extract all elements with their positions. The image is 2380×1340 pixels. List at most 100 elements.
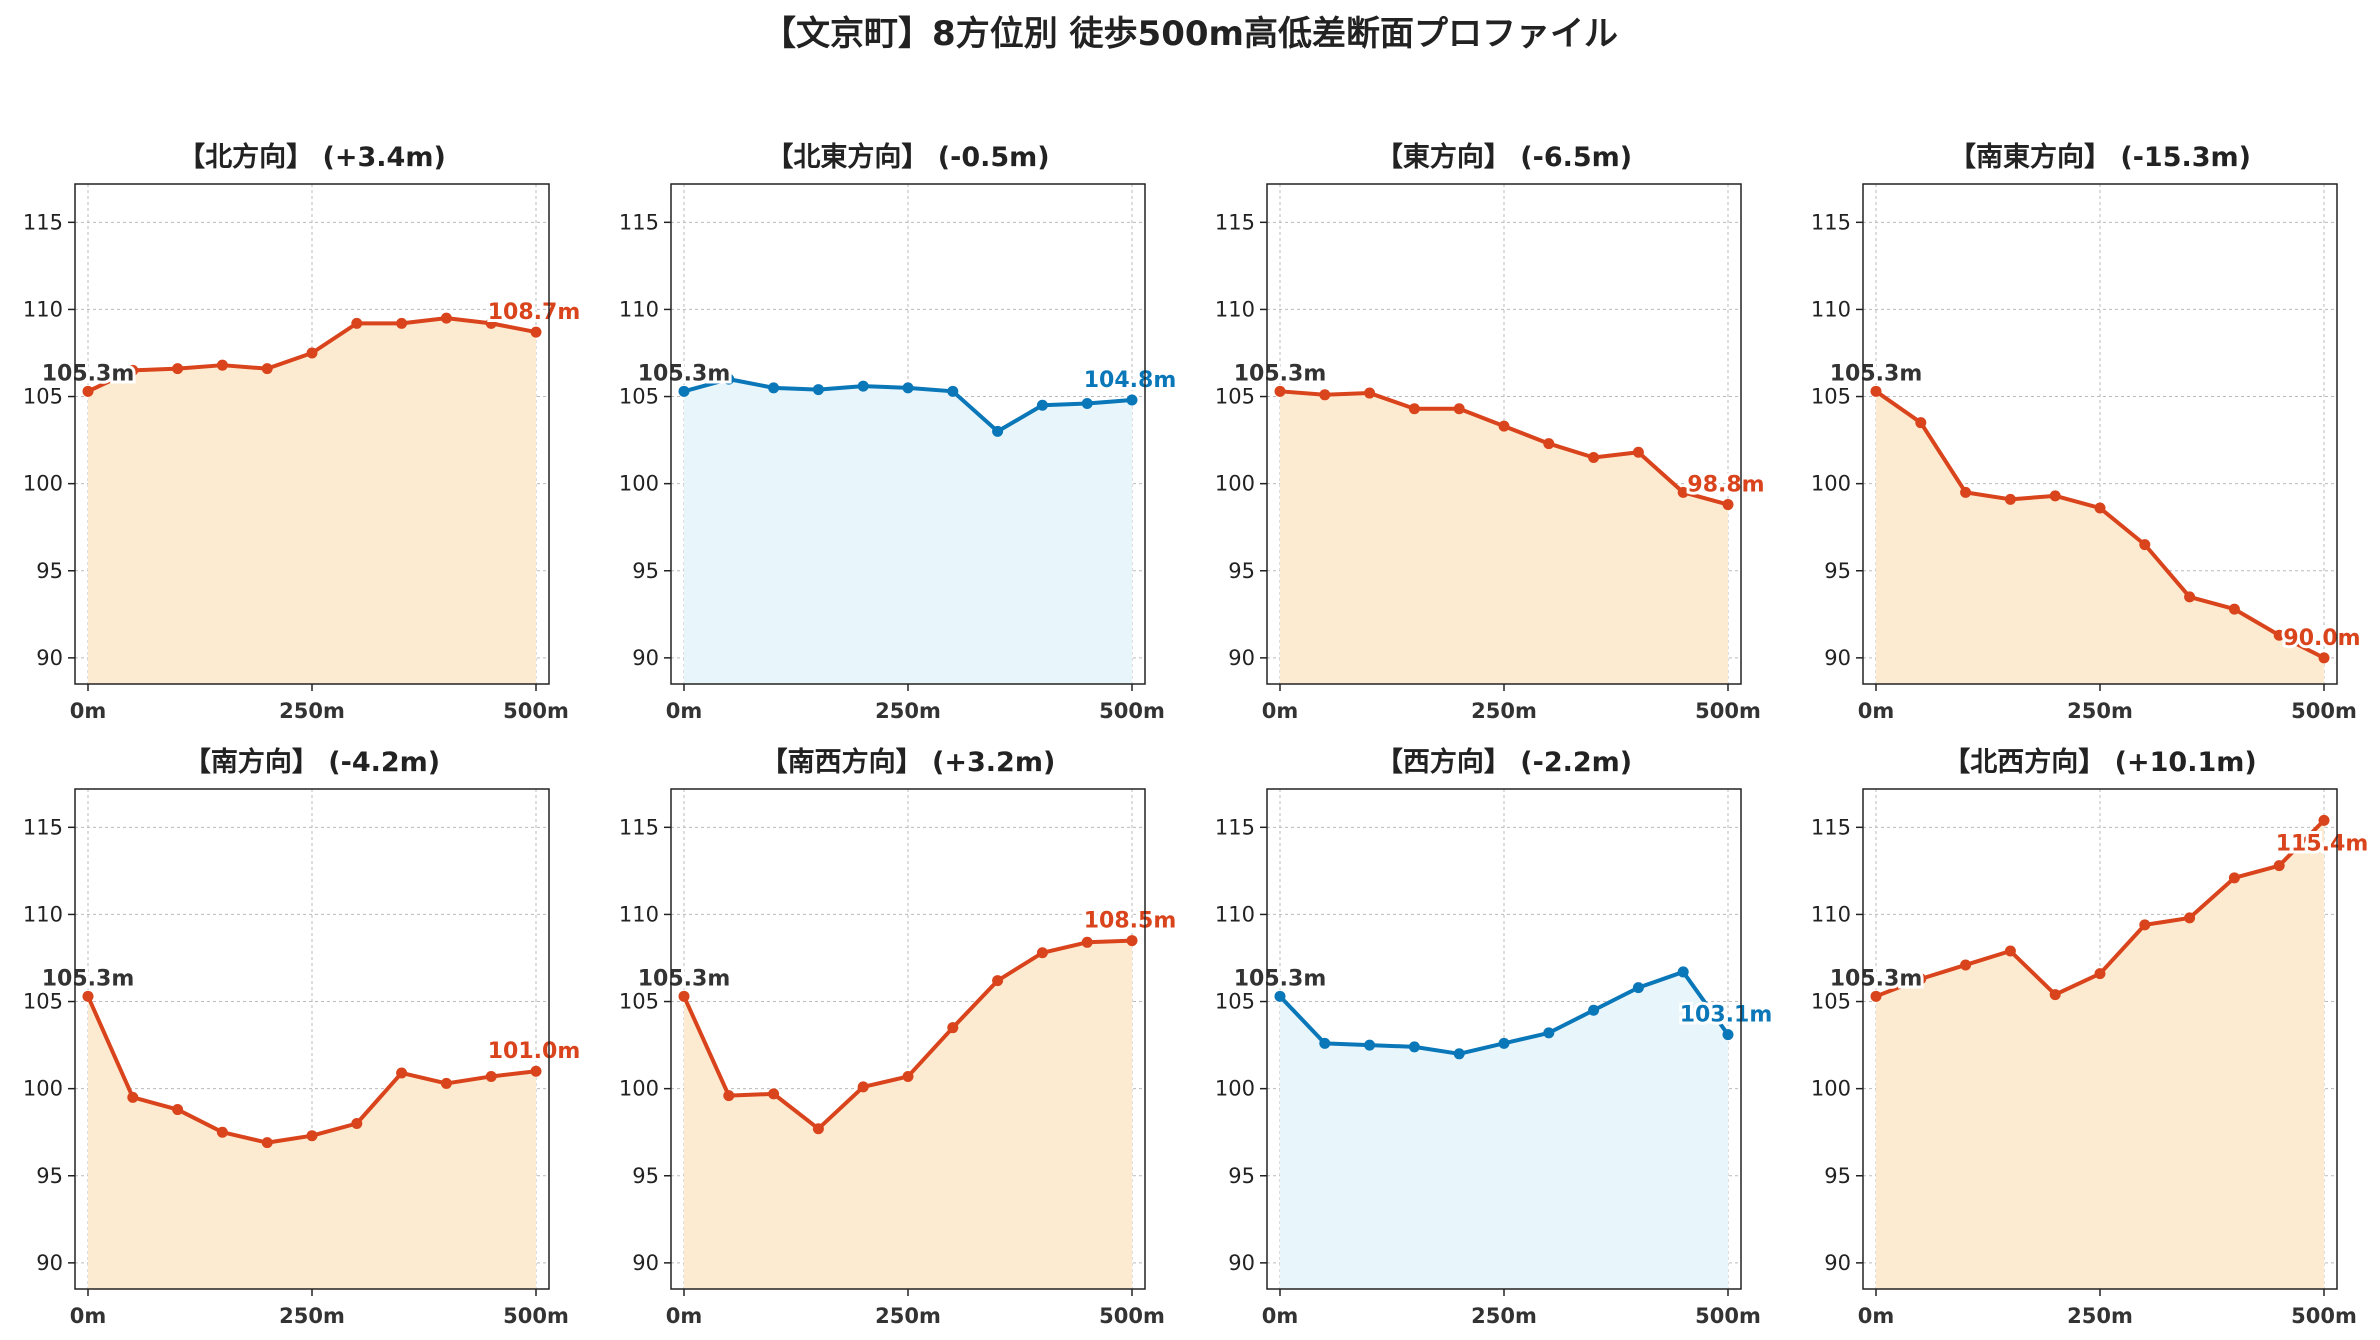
x-tick-label: 250m bbox=[1471, 699, 1537, 723]
data-point bbox=[947, 385, 959, 397]
start-elevation-label: 105.3m bbox=[1234, 361, 1327, 386]
data-point bbox=[2273, 860, 2285, 872]
data-point bbox=[530, 326, 542, 338]
chart-panel: 【北方向】 (+3.4m) 90 95 100 105 110 115 0m 250m 500m 1… bbox=[23, 141, 583, 723]
data-point bbox=[1274, 990, 1286, 1002]
x-tick-label: 250m bbox=[2067, 699, 2133, 723]
elevation-area bbox=[684, 940, 1132, 1289]
y-tick-label: 110 bbox=[23, 902, 63, 926]
data-point bbox=[1364, 1039, 1376, 1051]
y-tick-label: 95 bbox=[1824, 1164, 1851, 1188]
elevation-area bbox=[1280, 391, 1728, 684]
data-point bbox=[306, 1130, 318, 1142]
chart-panel: 【北西方向】 (+10.1m) 90 95 100 105 110 115 0m 250m 500… bbox=[1811, 746, 2371, 1328]
plot-frame bbox=[74, 788, 550, 1290]
data-point bbox=[678, 990, 690, 1002]
y-tick-label: 90 bbox=[632, 646, 659, 670]
chart-panel: 【南方向】 (-4.2m) 90 95 100 105 110 115 0m 250m 500m 1… bbox=[23, 746, 583, 1328]
y-tick-label: 100 bbox=[1215, 1077, 1255, 1101]
data-point bbox=[2184, 912, 2196, 924]
data-point bbox=[1036, 947, 1048, 959]
end-elevation-label: 108.5m bbox=[1084, 909, 1177, 934]
x-tick-label: 0m bbox=[70, 1304, 107, 1328]
chart-title: 【東方向】 (-6.5m) bbox=[1376, 141, 1632, 173]
data-point bbox=[440, 1077, 452, 1089]
chart-panel: 【東方向】 (-6.5m) 90 95 100 105 110 115 0m 250m 500m 1… bbox=[1215, 141, 1768, 723]
elevation-area bbox=[1876, 391, 2324, 684]
y-tick-label: 90 bbox=[1824, 1251, 1851, 1275]
y-tick-label: 100 bbox=[1811, 472, 1851, 496]
y-tick-label: 90 bbox=[632, 1251, 659, 1275]
data-point bbox=[396, 317, 408, 329]
x-tick-label: 500m bbox=[1099, 699, 1165, 723]
y-tick-label: 105 bbox=[1215, 385, 1255, 409]
data-point bbox=[1498, 1037, 1510, 1049]
end-elevation-label: 103.1m bbox=[1680, 1003, 1773, 1028]
y-tick-label: 95 bbox=[1228, 1164, 1255, 1188]
data-point bbox=[1408, 1041, 1420, 1053]
y-tick-label: 105 bbox=[619, 990, 659, 1014]
data-point bbox=[857, 380, 869, 392]
plot-frame bbox=[1266, 183, 1742, 685]
plot-frame bbox=[1266, 788, 1742, 1290]
y-tick-label: 90 bbox=[36, 646, 63, 670]
y-tick-label: 115 bbox=[1811, 210, 1851, 234]
data-point bbox=[485, 317, 497, 329]
y-tick-label: 90 bbox=[1228, 1251, 1255, 1275]
y-tick-label: 115 bbox=[1215, 815, 1255, 839]
y-tick-label: 115 bbox=[1811, 815, 1851, 839]
data-point bbox=[82, 990, 94, 1002]
x-tick-label: 0m bbox=[1262, 1304, 1299, 1328]
y-tick-label: 115 bbox=[1215, 210, 1255, 234]
data-point bbox=[1588, 452, 1600, 464]
start-elevation-label: 105.3m bbox=[638, 966, 731, 991]
data-point bbox=[812, 384, 824, 396]
data-point bbox=[1126, 935, 1138, 947]
data-point bbox=[1632, 982, 1644, 994]
plot-frame bbox=[74, 183, 550, 685]
data-point bbox=[2049, 989, 2061, 1001]
data-point bbox=[530, 1065, 542, 1077]
data-point bbox=[2228, 872, 2240, 884]
y-tick-label: 105 bbox=[1215, 990, 1255, 1014]
data-point bbox=[1632, 446, 1644, 458]
y-tick-label: 100 bbox=[619, 1077, 659, 1101]
data-point bbox=[440, 312, 452, 324]
x-tick-label: 250m bbox=[279, 699, 345, 723]
data-point bbox=[1453, 403, 1465, 415]
data-point bbox=[1364, 387, 1376, 399]
start-elevation-label: 105.3m bbox=[1830, 966, 1923, 991]
data-point bbox=[1915, 973, 1927, 985]
chart-panel: 【南東方向】 (-15.3m) 90 95 100 105 110 115 0m 250m 500… bbox=[1811, 141, 2364, 723]
y-tick-label: 95 bbox=[1228, 559, 1255, 583]
data-point bbox=[1870, 990, 1882, 1002]
data-point bbox=[306, 347, 318, 359]
data-point bbox=[1543, 438, 1555, 450]
data-point bbox=[2004, 493, 2016, 505]
data-point bbox=[1036, 399, 1048, 411]
data-point bbox=[351, 1117, 363, 1129]
data-point bbox=[992, 425, 1004, 437]
y-tick-label: 90 bbox=[1228, 646, 1255, 670]
y-tick-label: 105 bbox=[23, 385, 63, 409]
page-title: 【文京町】8方位別 徒歩500m高低差断面プロファイル bbox=[762, 14, 1618, 54]
data-point bbox=[1274, 385, 1286, 397]
data-point bbox=[1543, 1027, 1555, 1039]
y-tick-label: 110 bbox=[1811, 297, 1851, 321]
x-tick-label: 0m bbox=[666, 699, 703, 723]
data-point bbox=[172, 1104, 184, 1116]
data-point bbox=[1960, 959, 1972, 971]
y-tick-label: 100 bbox=[619, 472, 659, 496]
elevation-area bbox=[684, 379, 1132, 684]
y-tick-label: 95 bbox=[632, 559, 659, 583]
data-point bbox=[857, 1081, 869, 1093]
y-tick-label: 110 bbox=[1215, 297, 1255, 321]
data-point bbox=[2139, 919, 2151, 931]
y-tick-label: 110 bbox=[619, 902, 659, 926]
chart-title: 【北西方向】 (+10.1m) bbox=[1943, 746, 2256, 778]
data-point bbox=[216, 359, 228, 371]
chart-title: 【南方向】 (-4.2m) bbox=[184, 746, 440, 778]
chart-title: 【北東方向】 (-0.5m) bbox=[766, 141, 1049, 173]
y-tick-label: 95 bbox=[632, 1164, 659, 1188]
data-point bbox=[216, 1126, 228, 1138]
